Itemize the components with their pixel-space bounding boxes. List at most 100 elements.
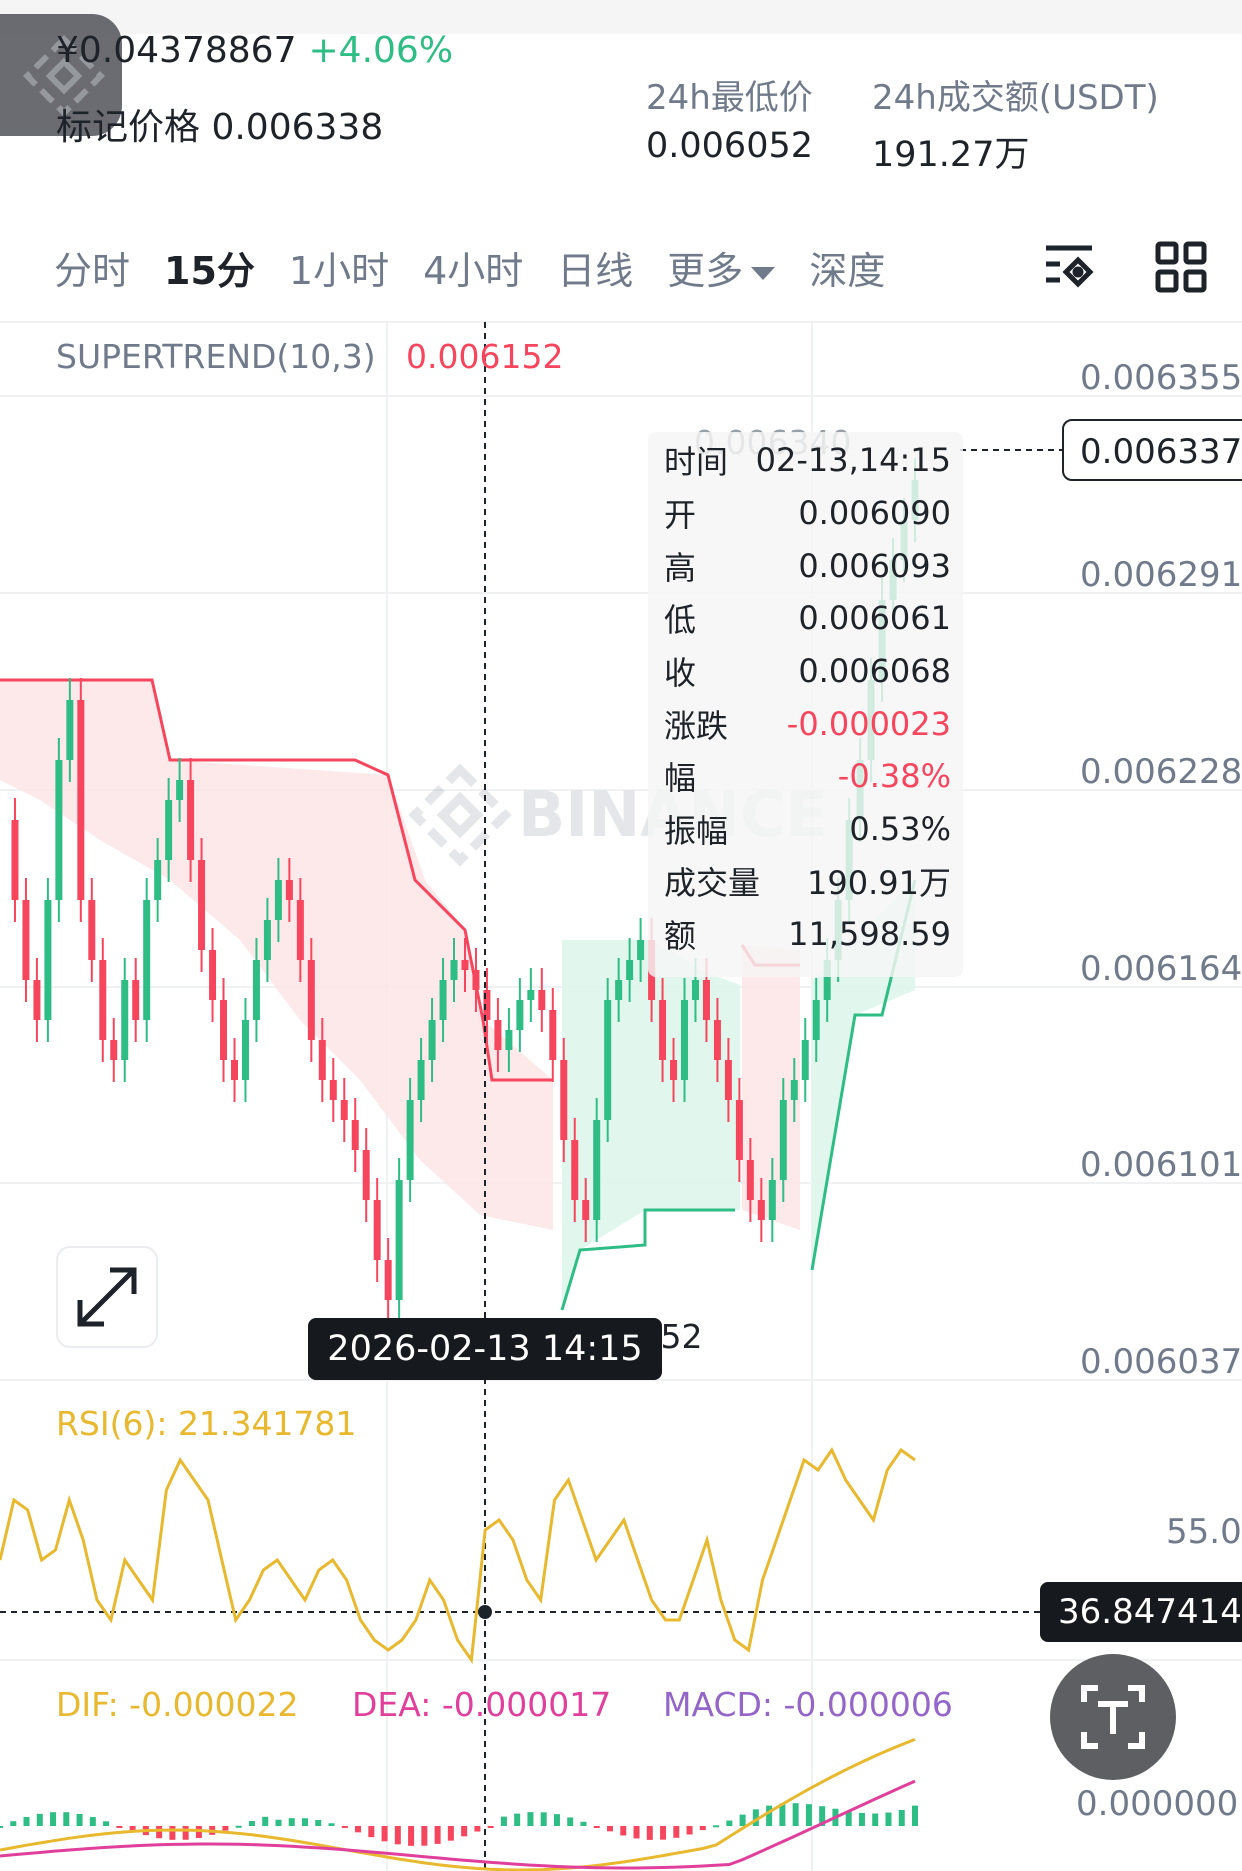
candle-body bbox=[746, 1160, 754, 1200]
mark-price: 标记价格 0.006338 bbox=[56, 107, 384, 148]
crosshair-dot bbox=[478, 1605, 492, 1619]
tab-15m[interactable]: 15分 bbox=[164, 248, 255, 293]
macd-bar bbox=[646, 1826, 653, 1840]
ohlc-row-turnover: 额 11,598.59 bbox=[664, 908, 951, 960]
candle-body bbox=[44, 900, 52, 1020]
candle-body bbox=[823, 960, 831, 1000]
macd-bar bbox=[421, 1826, 428, 1846]
candle-body bbox=[626, 960, 634, 980]
ohlc-value: 02-13,14:15 bbox=[755, 441, 951, 479]
macd-bar bbox=[434, 1826, 441, 1844]
candle-body bbox=[659, 1000, 667, 1060]
macd-bar bbox=[195, 1826, 202, 1839]
candle-body bbox=[340, 1100, 348, 1120]
macd-bar bbox=[487, 1826, 494, 1828]
candle-body bbox=[22, 900, 30, 980]
macd-bar bbox=[633, 1826, 640, 1839]
candle-body bbox=[395, 1180, 403, 1300]
turnover-24h-label: 24h成交额(USDT) bbox=[872, 78, 1159, 118]
candle-body bbox=[274, 880, 282, 920]
tab-1d[interactable]: 日线 bbox=[557, 248, 634, 293]
macd-bar bbox=[235, 1825, 242, 1828]
macd-bar bbox=[912, 1805, 918, 1826]
candle-body bbox=[417, 1060, 425, 1100]
candle-body bbox=[307, 960, 315, 1040]
grid-layout-icon[interactable] bbox=[1152, 238, 1210, 296]
candle-body bbox=[670, 1060, 678, 1080]
macd-bar bbox=[447, 1826, 454, 1841]
macd-bar bbox=[129, 1826, 136, 1831]
price-cny: ¥0.04378867 bbox=[56, 30, 297, 71]
macd-bar bbox=[116, 1826, 123, 1828]
macd-bar bbox=[885, 1812, 892, 1826]
macd-bar bbox=[461, 1826, 468, 1837]
expand-chart-button[interactable] bbox=[56, 1246, 158, 1348]
macd-bar bbox=[713, 1825, 720, 1828]
top-strip bbox=[0, 0, 1242, 34]
indicator-settings-icon[interactable] bbox=[1040, 238, 1098, 296]
chevron-down-icon bbox=[751, 266, 776, 280]
macd-bar bbox=[328, 1823, 335, 1826]
candle-body bbox=[713, 1020, 721, 1060]
candle-body bbox=[55, 760, 63, 900]
candle-body bbox=[681, 1000, 689, 1080]
candle-body bbox=[691, 980, 699, 1000]
ohlc-key: 时间 bbox=[664, 443, 729, 481]
candle-body bbox=[757, 1200, 765, 1220]
macd-bar bbox=[156, 1826, 163, 1839]
ohlc-key: 收 bbox=[664, 654, 697, 692]
ohlc-key: 开 bbox=[664, 496, 697, 534]
candle-body bbox=[779, 1100, 787, 1180]
candle-body bbox=[209, 950, 217, 1000]
candle-body bbox=[571, 1140, 579, 1200]
candle-body bbox=[384, 1260, 392, 1300]
ohlc-row-high: 高 0.006093 bbox=[664, 540, 951, 592]
rsi-axis-value: 55.0 bbox=[1166, 1512, 1242, 1552]
macd-bar bbox=[302, 1818, 308, 1826]
candle-body bbox=[220, 1000, 228, 1060]
y-axis-label: 0.006164 bbox=[1080, 949, 1242, 989]
last-price: ¥0.04378867 +4.06% bbox=[56, 30, 453, 71]
candle-body bbox=[11, 820, 19, 900]
macd-bar bbox=[593, 1826, 600, 1828]
macd-bar bbox=[262, 1816, 269, 1826]
dif-label: DIF: -0.000022 bbox=[56, 1685, 299, 1724]
tab-4h[interactable]: 4小时 bbox=[423, 248, 524, 293]
macd-bar bbox=[805, 1804, 812, 1826]
tab-depth[interactable]: 深度 bbox=[809, 248, 886, 293]
candle-body bbox=[33, 980, 41, 1020]
dea-line bbox=[0, 1779, 916, 1870]
y-axis-label: 0.006291 bbox=[1080, 555, 1242, 595]
tab-1h[interactable]: 1小时 bbox=[288, 248, 390, 293]
supertrend-down-line bbox=[0, 678, 553, 1082]
candle-body bbox=[615, 980, 623, 1000]
candle-body bbox=[285, 880, 293, 900]
candle-body bbox=[99, 960, 107, 1040]
ohlc-value: -0.000023 bbox=[786, 705, 951, 743]
candle-body bbox=[373, 1200, 381, 1260]
macd-bar bbox=[36, 1813, 43, 1826]
candle-body bbox=[143, 900, 151, 1020]
candle-body bbox=[472, 970, 480, 990]
candle-body bbox=[296, 900, 304, 960]
ohlc-key: 幅 bbox=[664, 759, 697, 797]
supertrend-label: SUPERTREND(10,3) bbox=[56, 337, 376, 376]
macd-bar bbox=[103, 1821, 110, 1826]
candle-body bbox=[121, 980, 129, 1060]
candle-body bbox=[351, 1120, 359, 1150]
candlesticks bbox=[11, 458, 919, 1322]
candle-body bbox=[538, 990, 546, 1010]
candle-body bbox=[549, 1010, 557, 1060]
macd-bar bbox=[315, 1820, 322, 1826]
tab-more[interactable]: 更多 bbox=[667, 240, 776, 295]
candle-body bbox=[176, 780, 184, 800]
candle-body bbox=[516, 1000, 524, 1030]
tab-time-sharing[interactable]: 分时 bbox=[54, 248, 131, 293]
candle-body bbox=[132, 980, 140, 1020]
rsi-crosshair-value: 36.847414 bbox=[1040, 1582, 1242, 1642]
macd-bar bbox=[381, 1826, 388, 1842]
scan-button[interactable] bbox=[1050, 1654, 1176, 1780]
turnover-24h-value: 191.27万 bbox=[872, 135, 1030, 175]
y-axis-label: 0.006037 bbox=[1080, 1342, 1242, 1382]
